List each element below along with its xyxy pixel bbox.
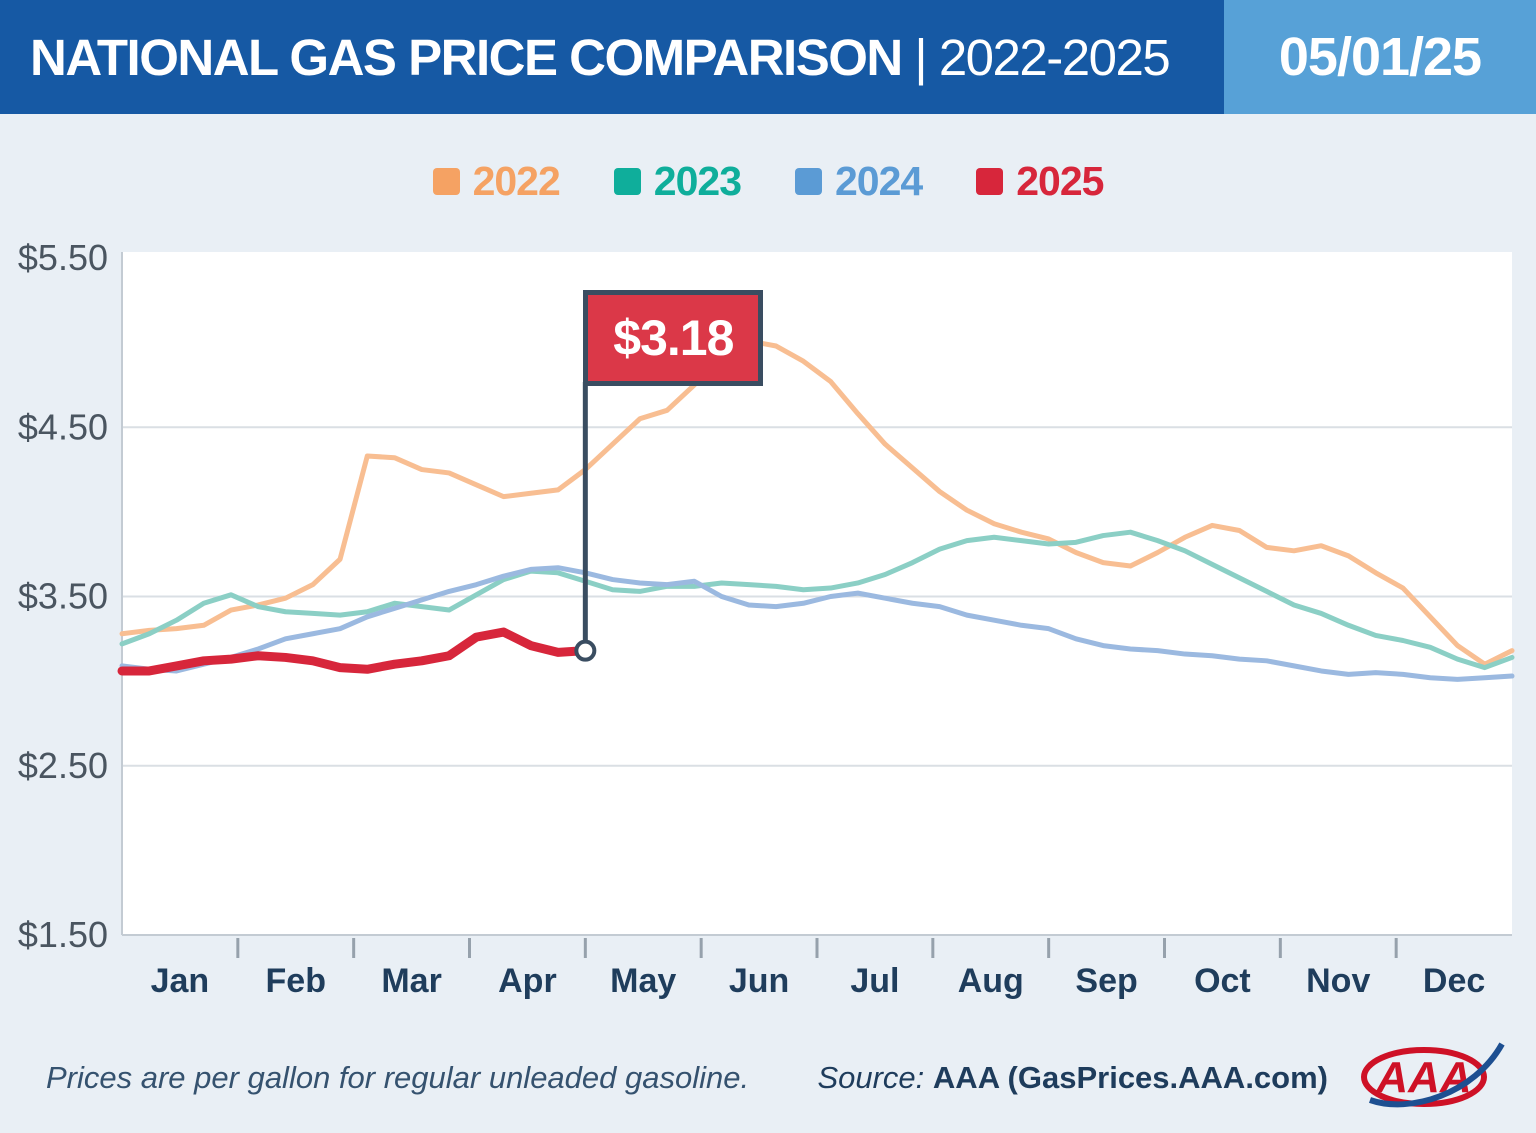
legend-swatch-2022: [432, 168, 460, 195]
series-line-2024: [119, 565, 1515, 682]
month-label: Nov: [1306, 962, 1370, 1000]
month-label: Mar: [381, 962, 441, 1000]
month-label: Jun: [729, 962, 789, 1000]
date-badge-label: 05/01/25: [1278, 27, 1482, 87]
page-title-main: NATIONAL GAS PRICE COMPARISON: [30, 28, 903, 86]
y-tick-label: $1.50: [18, 914, 108, 955]
y-tick-label: $4.50: [18, 406, 108, 447]
y-tick-label: $3.50: [18, 576, 108, 617]
month-label: Jan: [151, 962, 210, 1000]
legend-label-2025: 2025: [1016, 158, 1104, 204]
date-badge: 05/01/25: [1224, 0, 1536, 114]
price-flag: $3.18: [583, 290, 764, 386]
aaa-logo-swoosh-icon: [1369, 1042, 1505, 1108]
month-label: Apr: [498, 962, 557, 1000]
page-title: NATIONAL GAS PRICE COMPARISON | 2022-202…: [0, 28, 1171, 87]
plot-area: [122, 252, 1512, 935]
footnote: Prices are per gallon for regular unlead…: [46, 1060, 750, 1095]
source-prefix: Source:: [817, 1060, 925, 1095]
legend-item-2022: 2022: [432, 158, 561, 205]
month-label: Dec: [1423, 962, 1485, 1000]
legend-swatch-2024: [795, 168, 822, 195]
legend-item-2023: 2023: [613, 158, 742, 205]
current-price-marker: [574, 639, 597, 662]
legend-swatch-2025: [976, 168, 1004, 195]
chart-legend: 2022 2023 2024 2025: [0, 158, 1536, 205]
y-tick-label: $2.50: [18, 745, 108, 786]
y-tick-label: $5.50: [18, 237, 108, 278]
legend-label-2024: 2024: [835, 158, 923, 204]
series-line-2025: [117, 627, 590, 676]
legend-item-2024: 2024: [795, 158, 923, 205]
page-title-separator: |: [914, 28, 927, 86]
month-label: Feb: [266, 962, 326, 1000]
legend-swatch-2023: [613, 168, 641, 195]
source-attribution: Source: AAA (GasPrices.AAA.com): [817, 1060, 1328, 1096]
month-label: May: [610, 962, 676, 1000]
legend-label-2023: 2023: [653, 158, 742, 204]
header-bar: NATIONAL GAS PRICE COMPARISON | 2022-202…: [0, 0, 1536, 114]
month-label: Oct: [1194, 962, 1251, 1000]
aaa-logo: AAA: [1361, 1042, 1505, 1108]
aaa-logo-text: AAA: [1375, 1053, 1471, 1102]
month-label: Jul: [850, 962, 899, 1000]
page-title-range: 2022-2025: [938, 28, 1171, 86]
legend-label-2022: 2022: [472, 158, 561, 204]
series-line-2022: [119, 338, 1515, 667]
month-label: Sep: [1075, 962, 1137, 1000]
legend-item-2025: 2025: [976, 158, 1104, 205]
month-label: Aug: [958, 962, 1024, 1000]
price-flag-label: $3.18: [613, 310, 734, 366]
source-text: AAA (GasPrices.AAA.com): [932, 1060, 1328, 1095]
series-line-2023: [119, 529, 1515, 671]
